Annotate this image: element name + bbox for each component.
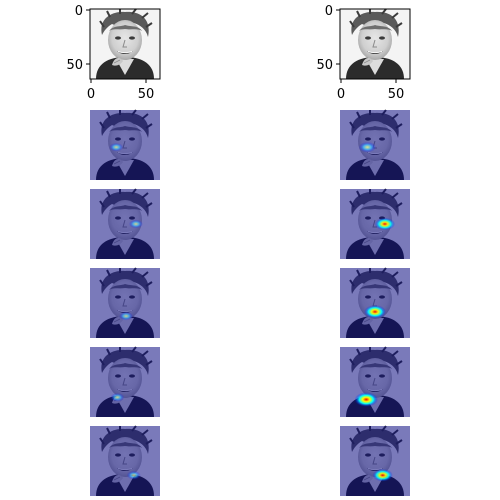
heatmap-hotspot — [126, 470, 141, 480]
heatmap-hotspot — [119, 311, 134, 321]
overlay-mask — [340, 347, 410, 417]
heatmap-hotspot — [110, 392, 125, 402]
heatmap-panel-r2-c0 — [89, 188, 161, 260]
overlay-mask — [340, 268, 410, 338]
xtick-label: 50 — [138, 87, 155, 102]
heatmap-panel-r2-c1 — [339, 188, 411, 260]
heatmap-hotspot — [354, 392, 378, 407]
heatmap-hotspot — [374, 217, 395, 231]
overlay-mask — [90, 426, 160, 496]
overlay-mask — [90, 268, 160, 338]
heatmap-hotspot — [109, 142, 124, 152]
axes-right: 0 50 0 50 — [316, 4, 404, 102]
ytick-label: 0 — [75, 4, 83, 19]
heatmap-panel-r5-c1 — [339, 425, 411, 497]
heatmap-hotspot — [358, 141, 376, 153]
heatmap-panel-r4-c1 — [339, 346, 411, 418]
heatmap-panel-r1-c1 — [339, 109, 411, 181]
xtick-label: 0 — [87, 87, 95, 102]
heatmap-panel-r3-c0 — [89, 267, 161, 339]
heatmap-panel-r5-c0 — [89, 425, 161, 497]
ytick-label: 0 — [325, 4, 333, 19]
heatmap-hotspot — [372, 468, 393, 482]
heatmap-hotspot — [128, 219, 143, 229]
xtick-label: 0 — [337, 87, 345, 102]
heatmap-panel-r1-c0 — [89, 109, 161, 181]
ytick-label: 50 — [316, 58, 333, 73]
overlay-mask — [90, 347, 160, 417]
heatmap-panel-r3-c1 — [339, 267, 411, 339]
overlay-mask — [90, 189, 160, 259]
heatmap-panels — [89, 109, 411, 497]
heatmap-hotspot — [364, 305, 386, 319]
overlay-mask — [90, 110, 160, 180]
axes-left: 0 50 0 50 — [66, 4, 154, 102]
xtick-label: 50 — [388, 87, 405, 102]
panel-face-right — [339, 8, 411, 80]
overlay-mask — [340, 426, 410, 496]
heatmap-panel-r4-c0 — [89, 346, 161, 418]
panel-face-left — [89, 8, 161, 80]
ytick-label: 50 — [66, 58, 83, 73]
